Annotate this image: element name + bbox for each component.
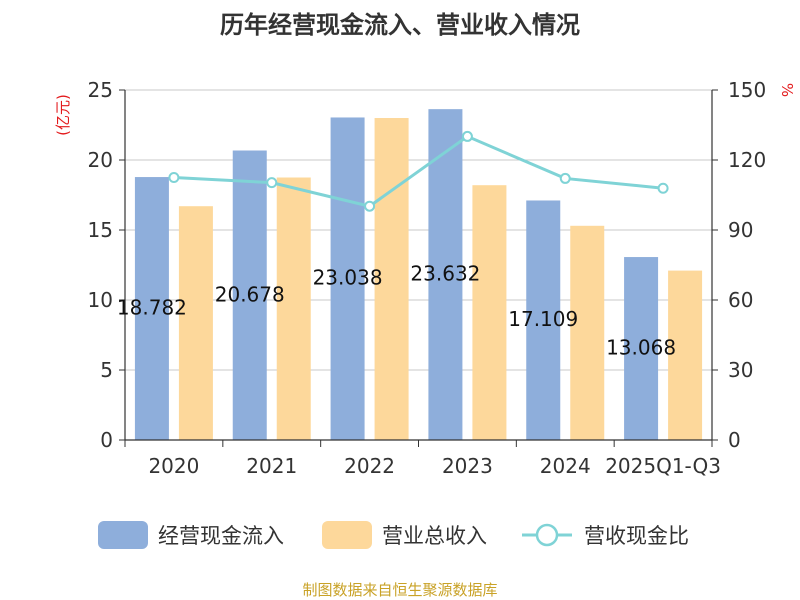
data-label-cash-inflow: 23.038 (313, 266, 383, 290)
ratio-line (173, 134, 664, 208)
legend-swatch-revenue (322, 521, 372, 549)
left-axis-tick-label: 0 (100, 428, 113, 452)
bar-cash-inflow (232, 150, 267, 440)
x-axis-tick-label: 2023 (442, 454, 493, 478)
right-axis-tick-label: 30 (728, 358, 753, 382)
bar-revenue (178, 206, 213, 440)
legend-marker-ratio (535, 523, 559, 547)
legend-swatch-cash-inflow (98, 521, 148, 549)
ratio-point (461, 130, 473, 142)
data-label-cash-inflow: 18.782 (117, 296, 187, 320)
left-axis-tick-label: 15 (88, 218, 113, 242)
x-axis-tick-label: 2022 (344, 454, 395, 478)
bar-revenue (374, 118, 409, 440)
gridlines (125, 89, 712, 371)
legend-label-ratio: 营收现金比 (584, 524, 689, 548)
bar-cash-inflow (526, 200, 561, 440)
data-labels-group: 18.782 20.678 23.038 23.632 17.109 13.068 (117, 262, 676, 360)
legend-label-revenue: 营业总收入 (382, 524, 487, 548)
bar-revenue (472, 185, 507, 440)
chart-title: 历年经营现金流入、营业收入情况 (220, 11, 580, 39)
axes-group: 0 5 10 15 20 25 0 30 60 90 120 150 2020 2021 2022 2023 2… (88, 78, 767, 478)
right-axis-tick-label: 0 (728, 428, 741, 452)
source-footer: 制图数据来自恒生聚源数据库 (302, 581, 497, 599)
right-axis-tick-label: 150 (728, 78, 766, 102)
ratio-point (364, 200, 376, 212)
bar-revenue (570, 225, 605, 440)
bar-cash-inflow (428, 109, 463, 440)
ratio-point (168, 172, 180, 183)
ratio-point (657, 182, 669, 194)
data-label-cash-inflow: 13.068 (606, 336, 676, 360)
right-axis-tick-label: 60 (728, 288, 753, 312)
legend: 经营现金流入 营业总收入 营收现金比 (98, 521, 689, 549)
ratio-point (266, 177, 278, 189)
x-axis-tick-label: 2025Q1-Q3 (605, 454, 721, 478)
bars-group (134, 109, 703, 440)
ratio-point (559, 172, 571, 184)
bar-revenue (668, 270, 703, 440)
x-axis-tick-label: 2024 (540, 454, 591, 478)
data-label-cash-inflow: 23.632 (410, 262, 480, 286)
data-label-cash-inflow: 20.678 (215, 282, 285, 306)
ratio-line-group (168, 130, 669, 212)
data-label-cash-inflow: 17.109 (508, 307, 578, 331)
bar-cash-inflow (134, 177, 169, 440)
left-axis-tick-label: 25 (88, 78, 113, 102)
left-axis-tick-label: 5 (100, 358, 113, 382)
bar-revenue (276, 177, 311, 440)
bar-cash-inflow (624, 257, 659, 440)
bar-cash-inflow (330, 117, 365, 440)
left-axis-tick-label: 10 (88, 288, 113, 312)
right-axis-tick-label: 120 (728, 148, 766, 172)
x-axis-tick-label: 2020 (148, 454, 199, 478)
legend-label-cash-inflow: 经营现金流入 (158, 524, 284, 548)
x-axis-tick-label: 2021 (246, 454, 297, 478)
right-axis-tick-label: 90 (728, 218, 753, 242)
left-axis-unit: (亿元) (54, 94, 72, 136)
right-axis-unit: % (778, 83, 796, 97)
left-axis-tick-label: 20 (88, 148, 113, 172)
